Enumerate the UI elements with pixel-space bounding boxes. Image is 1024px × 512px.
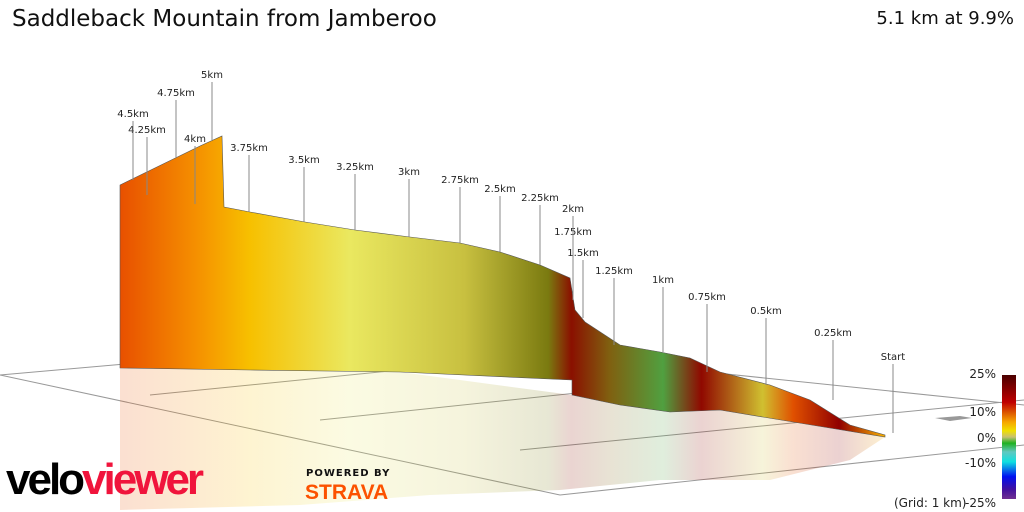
distance-marker-label: 3.5km [288, 155, 319, 166]
strava-logo[interactable]: STRAVA [305, 481, 389, 504]
distance-marker-label: 1km [652, 275, 674, 286]
distance-marker-label: 5km [201, 70, 223, 81]
distance-marker-label: 1.25km [595, 266, 633, 277]
scale-tick: 0% [976, 431, 996, 445]
distance-marker-label: 4.25km [128, 125, 166, 136]
scale-tick: 25% [969, 367, 996, 381]
scale-tick: 10% [969, 405, 996, 419]
segment-shadow-icon [935, 416, 972, 421]
distance-marker-label: 4.5km [117, 109, 148, 120]
distance-marker-label: 2.75km [441, 175, 479, 186]
distance-marker-label: 1.5km [567, 248, 598, 259]
gradient-color-scale [1002, 375, 1016, 499]
distance-markers: Start0.25km0.5km0.75km1km1.25km1.5km1.75… [117, 70, 905, 433]
scale-tick: -25% [964, 496, 996, 510]
distance-marker-label: Start [881, 352, 906, 363]
profile-wall [119, 135, 886, 438]
grid-note: (Grid: 1 km) [894, 496, 967, 510]
powered-by-text: POWERED BY [306, 468, 391, 479]
page-title: Saddleback Mountain from Jamberoo [12, 6, 437, 32]
distance-marker-label: 4km [184, 134, 206, 145]
distance-marker-label: 0.75km [688, 292, 726, 303]
distance-marker-label: 0.5km [750, 306, 781, 317]
climb-summary: 5.1 km at 9.9% [876, 8, 1014, 29]
veloviewer-logo[interactable]: veloviewer [6, 455, 204, 504]
distance-marker-label: 2.25km [521, 193, 559, 204]
profile-reflection [120, 368, 885, 510]
distance-marker-label: 3.25km [336, 162, 374, 173]
distance-marker-label: 2.5km [484, 184, 515, 195]
distance-marker-label: 0.25km [814, 328, 852, 339]
scale-tick: -10% [964, 456, 996, 470]
distance-marker-label: 2km [562, 204, 584, 215]
distance-marker-label: 3.75km [230, 143, 268, 154]
distance-marker-label: 3km [398, 167, 420, 178]
distance-marker-label: 4.75km [157, 88, 195, 99]
